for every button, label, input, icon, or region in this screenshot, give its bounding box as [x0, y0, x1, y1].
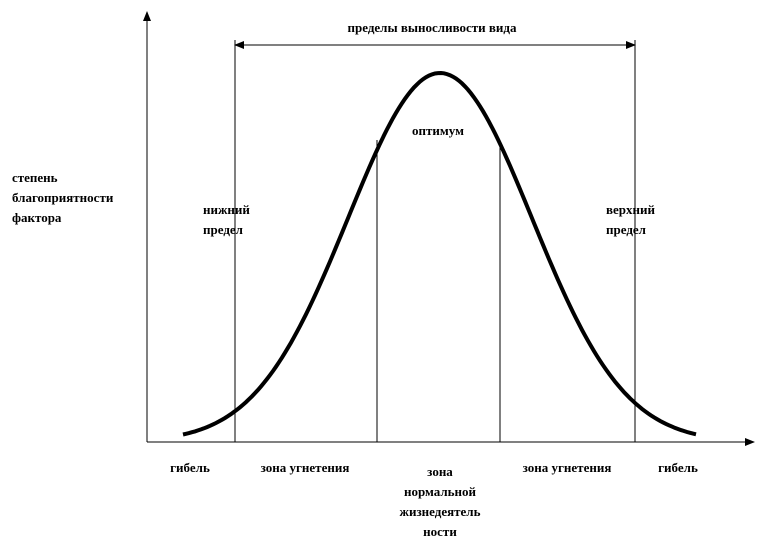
zone-label: нормальной — [404, 484, 477, 499]
lower-limit-label: предел — [203, 222, 243, 237]
tolerance-curve — [182, 70, 697, 437]
y-axis-label: благоприятности — [12, 190, 114, 205]
zone-label: жизнедеятель — [400, 504, 481, 519]
zone-label: гибель — [170, 460, 210, 475]
optimum-label: оптимум — [412, 123, 464, 138]
y-axis-label: степень — [12, 170, 58, 185]
zone-label: гибель — [658, 460, 698, 475]
title: пределы выносливости вида — [348, 20, 517, 35]
zone-label: ности — [423, 524, 457, 539]
upper-limit-label: предел — [606, 222, 646, 237]
upper-limit-label: верхний — [606, 202, 656, 217]
lower-limit-label: нижний — [203, 202, 250, 217]
zone-label: зона — [427, 464, 453, 479]
y-axis-label: фактора — [12, 210, 62, 225]
zone-label: зона угнетения — [523, 460, 612, 475]
zone-label: зона угнетения — [261, 460, 350, 475]
